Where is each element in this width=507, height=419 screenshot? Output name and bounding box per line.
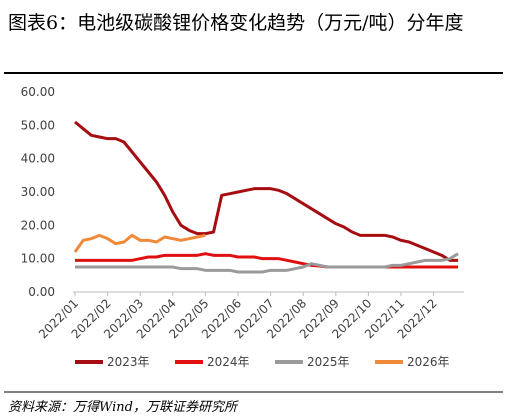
source: 资料来源：万得Wind，万联证券研究所 [8,400,237,415]
legend-label: 2023年 [107,355,150,369]
series-line [73,233,206,253]
series-line [75,252,459,274]
y-tick-label: 0.00 [28,285,55,299]
legend-label: 2026年 [407,355,450,369]
y-tick-label: 10.00 [21,252,55,266]
legend-label: 2024年 [207,355,250,369]
legend-label: 2025年 [307,355,350,369]
y-tick-label: 40.00 [21,152,55,166]
series-line [74,120,459,262]
series-line [75,252,459,269]
chart-title: 图表6：电池级碳酸锂价格变化趋势（万元/吨）分年度 [8,12,464,34]
y-tick-label: 30.00 [21,185,55,199]
y-tick-label: 20.00 [21,218,55,232]
y-tick-label: 50.00 [21,118,55,132]
y-tick-label: 60.00 [21,85,55,99]
